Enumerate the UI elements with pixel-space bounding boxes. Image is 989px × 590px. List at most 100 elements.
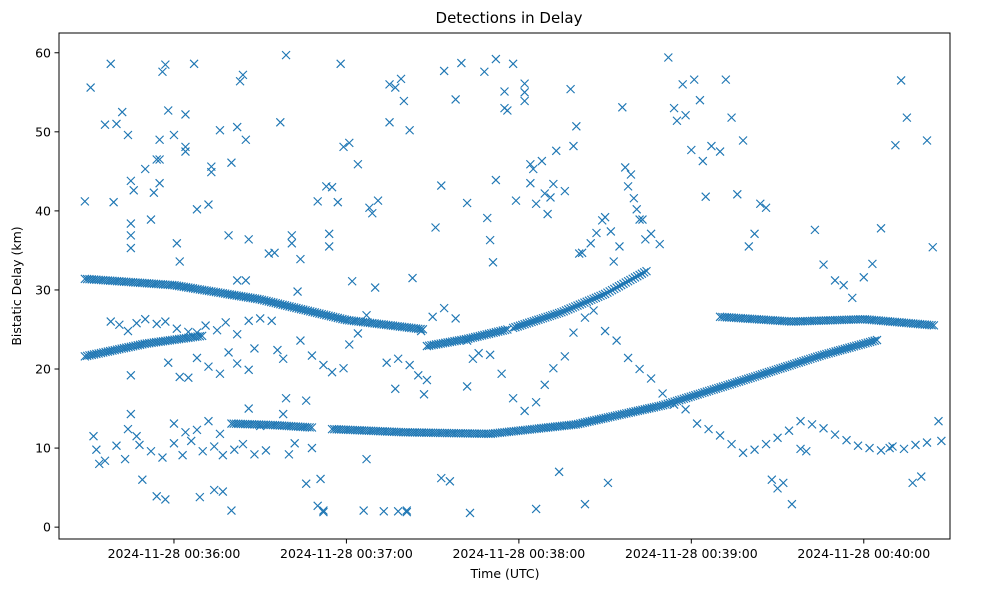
- data-point-marker: [570, 302, 580, 311]
- data-point-marker: [416, 326, 426, 336]
- data-point-marker: [580, 499, 590, 509]
- data-point-marker: [698, 156, 708, 166]
- data-point-marker: [899, 444, 909, 454]
- data-point-marker: [178, 450, 187, 460]
- data-point-marker: [172, 238, 182, 248]
- data-point-marker: [681, 404, 690, 414]
- data-point-marker: [195, 492, 205, 502]
- data-point-marker: [511, 196, 521, 206]
- data-point-marker: [819, 423, 828, 433]
- data-point-marker: [508, 393, 518, 403]
- data-point-marker: [327, 182, 337, 192]
- data-point-marker: [566, 84, 576, 94]
- data-point-marker: [531, 504, 541, 514]
- data-point-marker: [224, 230, 233, 240]
- data-point-marker: [727, 113, 736, 123]
- data-point-marker: [365, 203, 374, 213]
- x-tick-label: 2024-11-28 00:40:00: [797, 546, 930, 561]
- data-point-marker: [761, 203, 771, 213]
- data-point-marker: [106, 317, 116, 326]
- data-point-marker: [612, 336, 622, 345]
- data-point-marker: [192, 328, 202, 338]
- data-point-marker: [393, 354, 403, 364]
- data-point-marker: [548, 179, 558, 189]
- data-point-marker: [632, 271, 642, 281]
- data-point-marker: [241, 276, 251, 285]
- data-point-marker: [582, 297, 592, 307]
- data-point-marker: [727, 439, 736, 449]
- y-tick-label: 30: [35, 282, 51, 297]
- data-point-marker: [227, 506, 236, 515]
- data-point-marker: [293, 287, 302, 296]
- data-point-marker: [275, 117, 285, 127]
- data-point-marker: [546, 193, 555, 202]
- data-point-marker: [488, 257, 498, 267]
- data-point-marker: [192, 204, 202, 214]
- data-point-marker: [117, 107, 127, 117]
- data-point-marker: [689, 75, 699, 85]
- data-point-marker: [586, 238, 596, 248]
- data-point-marker: [307, 423, 317, 432]
- data-point-marker: [244, 404, 254, 413]
- data-point-marker: [370, 283, 380, 292]
- data-point-marker: [695, 95, 705, 105]
- data-point-marker: [686, 145, 696, 155]
- data-point-marker: [609, 284, 619, 294]
- data-point-marker: [591, 293, 601, 303]
- data-point-marker: [284, 449, 294, 459]
- data-point-marker: [393, 506, 403, 516]
- data-point-marker: [224, 348, 233, 357]
- data-point-marker: [554, 308, 564, 318]
- data-point-marker: [830, 276, 840, 285]
- data-point-marker: [621, 278, 631, 287]
- data-point-marker: [482, 213, 492, 223]
- data-point-marker: [160, 60, 170, 70]
- data-point-marker: [169, 130, 179, 140]
- data-point-marker: [615, 242, 624, 251]
- data-point-marker: [638, 215, 647, 224]
- data-point-marker: [626, 170, 636, 179]
- data-point-marker: [600, 326, 610, 336]
- data-point-marker: [600, 212, 610, 222]
- data-point-marker: [112, 119, 121, 129]
- data-point-marker: [616, 280, 626, 290]
- data-point-marker: [347, 276, 357, 286]
- x-tick-label: 2024-11-28 00:38:00: [452, 546, 585, 561]
- data-point-marker: [592, 228, 601, 238]
- y-tick-label: 60: [35, 45, 51, 60]
- data-point-marker: [560, 186, 570, 196]
- data-point-marker: [732, 189, 742, 199]
- data-point-marker: [646, 374, 656, 383]
- data-point-marker: [307, 443, 317, 453]
- data-point-marker: [669, 103, 679, 113]
- data-point-marker: [158, 67, 167, 77]
- data-point-marker: [525, 159, 535, 169]
- data-point-marker: [928, 242, 938, 252]
- data-point-marker: [436, 181, 446, 190]
- data-point-marker: [319, 506, 328, 515]
- data-point-marker: [847, 293, 857, 303]
- data-point-marker: [628, 274, 638, 284]
- data-point-marker: [305, 422, 315, 432]
- data-point-marker: [126, 219, 136, 228]
- x-axis-label: Time (UTC): [469, 566, 539, 581]
- data-point-marker: [359, 506, 369, 515]
- data-point-marker: [353, 159, 363, 169]
- data-point-marker: [589, 306, 599, 315]
- data-point-marker: [885, 443, 895, 453]
- data-point-marker: [609, 257, 619, 266]
- data-point-marker: [830, 430, 840, 440]
- data-point-marker: [639, 267, 649, 277]
- data-point-marker: [888, 442, 897, 451]
- data-point-marker: [132, 431, 142, 441]
- data-point-marker: [632, 204, 642, 214]
- data-point-marker: [678, 79, 688, 89]
- data-point-marker: [540, 380, 550, 390]
- data-point-marker: [244, 365, 254, 375]
- data-point-marker: [175, 372, 185, 382]
- data-point-marker: [566, 304, 576, 313]
- data-point-marker: [367, 208, 377, 218]
- data-point-marker: [485, 350, 495, 360]
- data-point-marker: [635, 215, 644, 224]
- data-point-marker: [635, 270, 644, 280]
